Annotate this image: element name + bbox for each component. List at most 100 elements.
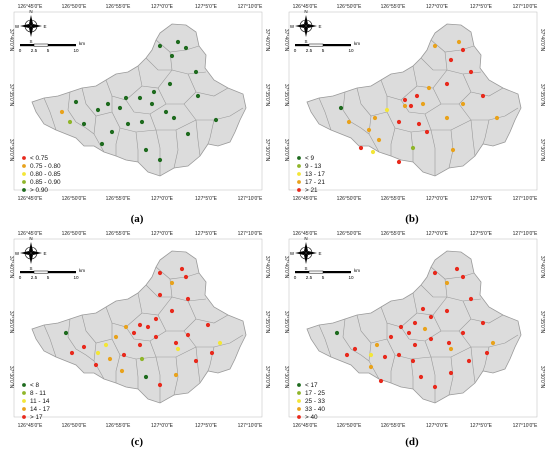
district-border bbox=[155, 129, 161, 176]
district-border bbox=[67, 318, 95, 362]
compass-letter: E bbox=[318, 24, 321, 29]
station-marker bbox=[444, 115, 450, 121]
legend-marker bbox=[22, 391, 26, 395]
station-marker bbox=[406, 330, 412, 336]
station-marker bbox=[73, 99, 79, 105]
station-marker bbox=[95, 107, 101, 113]
station-marker bbox=[378, 378, 384, 384]
top-lon-label: 127°0'0"E bbox=[426, 231, 449, 237]
compass-rose-icon: N E S W bbox=[290, 236, 322, 271]
scale-seg bbox=[323, 44, 351, 47]
compass-letter: W bbox=[290, 251, 295, 256]
district-border bbox=[155, 266, 200, 280]
legend-label: > 17 bbox=[30, 414, 43, 421]
bottom-lon-label: 127°5'0"E bbox=[470, 423, 493, 429]
station-marker bbox=[490, 340, 496, 346]
station-marker bbox=[420, 306, 426, 312]
legend-label: 0.85 - 0.90 bbox=[30, 179, 61, 186]
station-marker bbox=[368, 352, 374, 358]
station-marker bbox=[398, 324, 404, 330]
map-panel-c: 126°45'0"E 126°50'0"E 126°55'0"E 127°0'0"E 1… bbox=[0, 227, 275, 439]
legend-label: 17 - 25 bbox=[305, 390, 325, 397]
district-border bbox=[155, 356, 161, 403]
left-lat-label: 37°40'0"N bbox=[283, 29, 289, 52]
city-outline bbox=[306, 250, 522, 404]
station-marker bbox=[185, 131, 191, 137]
district-border bbox=[105, 306, 143, 328]
scale-tick-label: 10 bbox=[348, 48, 354, 53]
right-lat-label: 37°40'0"N bbox=[264, 256, 270, 279]
station-marker bbox=[117, 105, 123, 111]
district-border bbox=[430, 39, 475, 53]
station-marker bbox=[145, 324, 151, 330]
legend-marker bbox=[297, 415, 301, 419]
station-marker bbox=[169, 53, 175, 59]
compass-letter: N bbox=[304, 236, 307, 241]
compass-north-needle bbox=[29, 242, 33, 253]
top-lon-label: 126°45'0"E bbox=[18, 231, 43, 237]
top-lon-label: 127°0'0"E bbox=[151, 4, 174, 10]
legend-label: 8 - 11 bbox=[30, 390, 46, 397]
legend-label: < 17 bbox=[305, 382, 318, 389]
station-marker bbox=[448, 370, 454, 376]
legend-label: 25 - 33 bbox=[305, 398, 325, 405]
scale-tick-label: 2.5 bbox=[306, 275, 313, 280]
station-marker bbox=[143, 374, 149, 380]
map-frame bbox=[288, 11, 538, 191]
bottom-lon-label: 127°10'0"E bbox=[238, 196, 263, 202]
compass-letter: N bbox=[29, 236, 32, 241]
right-lat-label: 37°35'0"N bbox=[539, 84, 545, 107]
top-lon-label: 127°10'0"E bbox=[513, 231, 538, 237]
scale-tick-label: 5 bbox=[322, 48, 325, 53]
station-marker bbox=[460, 101, 466, 107]
compass-west-needle bbox=[295, 251, 306, 255]
station-marker bbox=[432, 384, 438, 390]
map-frame bbox=[288, 238, 538, 418]
legend-marker bbox=[22, 383, 26, 387]
station-marker bbox=[125, 121, 131, 127]
station-marker bbox=[153, 316, 159, 322]
scale-seg bbox=[20, 44, 34, 47]
right-lat-label: 37°40'0"N bbox=[539, 256, 545, 279]
scale-tick-label: 0 bbox=[294, 275, 297, 280]
station-marker bbox=[137, 342, 143, 348]
station-marker bbox=[157, 43, 163, 49]
station-marker bbox=[99, 141, 105, 147]
station-marker bbox=[410, 358, 416, 364]
compass-north-needle bbox=[304, 15, 308, 26]
legend-label: < 9 bbox=[305, 155, 315, 162]
district-border bbox=[43, 97, 57, 131]
map-frame bbox=[13, 238, 263, 418]
top-lon-label: 126°45'0"E bbox=[18, 4, 43, 10]
district-border bbox=[105, 79, 143, 101]
station-marker bbox=[183, 274, 189, 280]
legend-label: > 21 bbox=[305, 187, 318, 194]
compass-rose-icon: N E S W bbox=[15, 9, 47, 44]
district-border bbox=[145, 284, 172, 298]
station-marker bbox=[109, 129, 115, 135]
station-marker bbox=[494, 115, 500, 121]
district-border bbox=[430, 356, 436, 403]
station-marker bbox=[157, 382, 163, 388]
legend-label: 9 - 13 bbox=[305, 163, 322, 170]
bottom-lon-label: 127°10'0"E bbox=[513, 423, 538, 429]
district-border bbox=[135, 358, 139, 389]
station-marker bbox=[213, 117, 219, 123]
top-lon-label: 126°55'0"E bbox=[381, 231, 406, 237]
scale-tick-label: 5 bbox=[47, 48, 50, 53]
station-marker bbox=[93, 362, 99, 368]
bottom-lon-label: 127°0'0"E bbox=[426, 196, 449, 202]
district-border bbox=[470, 346, 476, 384]
station-marker bbox=[426, 85, 432, 91]
legend-marker bbox=[297, 164, 301, 168]
left-lat-label: 37°35'0"N bbox=[283, 84, 289, 107]
compass-east-needle bbox=[306, 24, 317, 28]
station-marker bbox=[484, 350, 490, 356]
station-marker bbox=[422, 326, 428, 332]
station-marker bbox=[396, 159, 402, 165]
map-panel-a: 126°45'0"E 126°50'0"E 126°55'0"E 127°0'0"E 1… bbox=[0, 0, 275, 212]
compass-south-needle bbox=[304, 26, 308, 37]
